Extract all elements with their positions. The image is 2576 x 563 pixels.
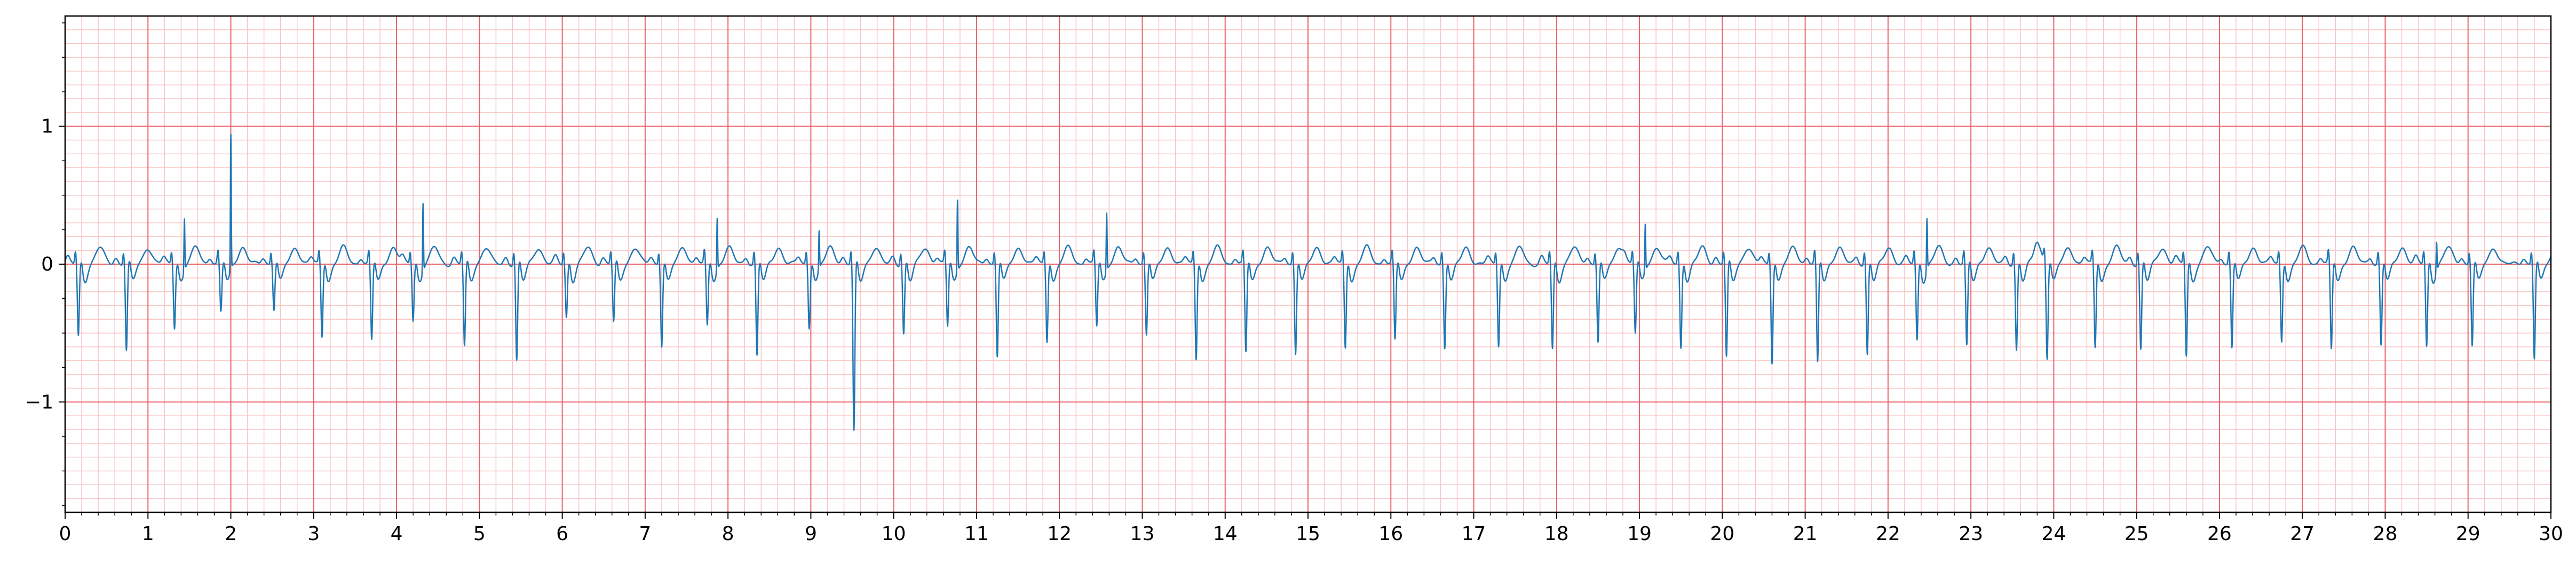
x-tick-label: 24	[2041, 523, 2066, 545]
x-tick-label: 0	[59, 523, 72, 545]
x-tick-label: 26	[2207, 523, 2232, 545]
x-tick-label: 12	[1047, 523, 1072, 545]
x-tick-label: 14	[1213, 523, 1238, 545]
x-tick-label: 10	[882, 523, 906, 545]
x-tick-label: 11	[964, 523, 989, 545]
ecg-trace-line	[64, 133, 2552, 431]
x-tick-label: 29	[2456, 523, 2480, 545]
y-tick-label: −1	[25, 391, 53, 413]
x-tick-label: 17	[1462, 523, 1486, 545]
x-axis: 0 1 2 3 4 5 6 7 8 9 10 11 12 13 14 15 16 17 18 19 20 21 22 23 24…	[59, 512, 2563, 545]
x-tick-label: 28	[2373, 523, 2398, 545]
x-tick-label: 22	[1876, 523, 1900, 545]
x-tick-label: 1	[142, 523, 154, 545]
trace-layer	[64, 133, 2552, 431]
x-tick-label: 5	[473, 523, 486, 545]
x-tick-label: 19	[1627, 523, 1652, 545]
x-tick-label: 8	[722, 523, 734, 545]
x-tick-label: 4	[391, 523, 403, 545]
y-tick-label: 1	[41, 116, 53, 138]
x-tick-label: 27	[2290, 523, 2315, 545]
y-axis: −1 0 1	[25, 22, 65, 506]
x-tick-label: 9	[805, 523, 817, 545]
x-tick-label: 2	[225, 523, 237, 545]
x-tick-label: 3	[307, 523, 320, 545]
x-tick-label: 16	[1378, 523, 1403, 545]
x-tick-label: 15	[1296, 523, 1320, 545]
y-tick-label: 0	[41, 253, 53, 275]
x-tick-label: 25	[2125, 523, 2149, 545]
x-tick-label: 21	[1793, 523, 1818, 545]
x-tick-label: 20	[1710, 523, 1734, 545]
x-tick-label: 6	[556, 523, 568, 545]
x-tick-label: 30	[2539, 523, 2563, 545]
x-tick-label: 23	[1959, 523, 1983, 545]
x-tick-label: 13	[1130, 523, 1155, 545]
x-tick-label: 18	[1544, 523, 1569, 545]
x-tick-label: 7	[639, 523, 651, 545]
